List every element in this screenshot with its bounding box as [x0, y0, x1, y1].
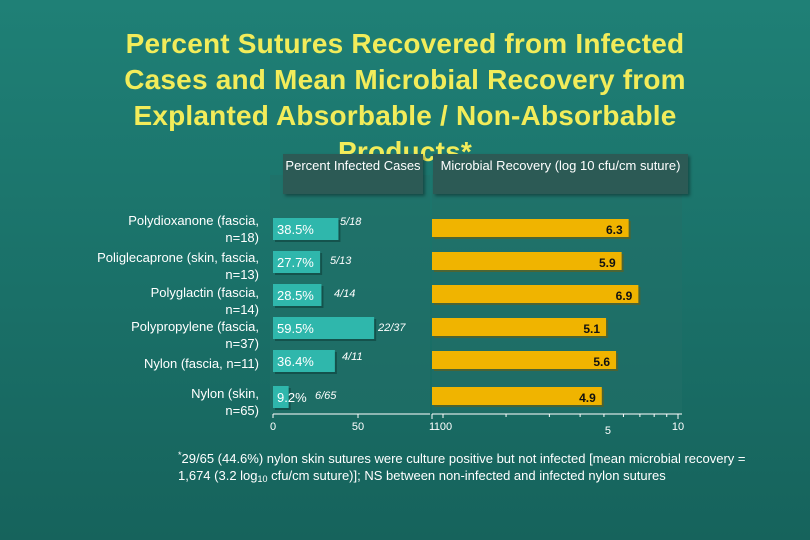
left-fraction-label: 22/37	[377, 322, 406, 334]
right-bar	[432, 351, 617, 369]
left-value-label: 28.5%	[277, 288, 314, 303]
category-label: Nylon (fascia, n=11)	[143, 356, 259, 371]
right-bar	[432, 285, 639, 303]
title-line-2: Cases and Mean Microbial Recovery from	[124, 64, 686, 95]
footnote: *29/65 (44.6%) nylon skin sutures were c…	[178, 447, 778, 488]
left-bar	[273, 350, 335, 372]
left-bar	[273, 284, 322, 306]
left-fraction-label: 5/13	[330, 255, 352, 267]
right-value-label: 4.9	[579, 391, 596, 405]
category-label: Polypropylene (fascia, n=37)	[131, 319, 259, 351]
footnote-mark: *	[178, 450, 182, 460]
left-x-tick-label: 0	[270, 421, 276, 433]
title-line-3: Explanted Absorbable / Non-Absorbable	[133, 100, 677, 131]
right-value-label: 5.9	[599, 256, 616, 270]
title-line-1: Percent Sutures Recovered from Infected	[125, 28, 685, 59]
footnote-text-a: 29/65 (44.6%) nylon skin sutures were cu…	[178, 451, 746, 483]
footnote-subscript: 10	[257, 474, 268, 484]
right-axis-marker: 5	[605, 425, 611, 437]
right-x-tick-label: 1	[429, 421, 435, 433]
left-fraction-label: 5/18	[340, 216, 362, 228]
left-bar	[273, 317, 375, 339]
right-bar	[432, 387, 602, 405]
left-value-label: 27.7%	[277, 255, 314, 270]
slide-title: Percent Sutures Recovered from Infected …	[40, 26, 770, 170]
category-label: Polyglactin (fascia, n=14)	[150, 285, 259, 317]
left-bar	[273, 251, 321, 273]
left-x-tick-label: 50	[352, 421, 364, 433]
right-x-tick-label: 10	[672, 421, 684, 433]
left-x-tick-label: 100	[434, 421, 452, 433]
right-bar	[432, 252, 622, 270]
left-panel-header: Percent Infected Cases	[283, 154, 423, 194]
left-value-label: 9.2%	[277, 390, 307, 405]
right-value-label: 5.6	[593, 355, 610, 369]
category-label: Polydioxanone (fascia, n=18)	[128, 213, 259, 245]
right-bar	[432, 219, 629, 237]
right-value-label: 6.3	[606, 223, 623, 237]
category-label: Poliglecaprone (skin, fascia, n=13)	[97, 250, 259, 282]
left-fraction-label: 6/65	[315, 390, 337, 402]
right-panel-header: Microbial Recovery (log 10 cfu/cm suture…	[433, 154, 688, 194]
left-fraction-label: 4/11	[342, 351, 363, 363]
footnote-text-b: cfu/cm suture)]; NS between non-infected…	[267, 468, 666, 483]
right-bar	[432, 318, 607, 336]
left-bar	[273, 218, 339, 240]
left-value-label: 38.5%	[277, 222, 314, 237]
category-label: Nylon (skin, n=65)	[191, 386, 259, 418]
left-fraction-label: 4/14	[334, 288, 355, 300]
left-bar	[273, 386, 289, 408]
left-value-label: 36.4%	[277, 354, 314, 369]
left-value-label: 59.5%	[277, 321, 314, 336]
right-value-label: 5.1	[583, 322, 600, 336]
right-value-label: 6.9	[616, 289, 633, 303]
